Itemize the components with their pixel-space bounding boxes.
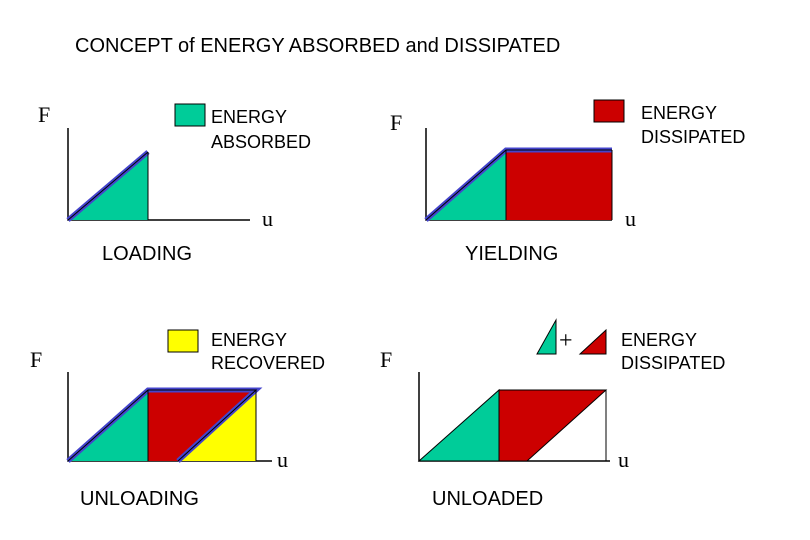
dissipated-area <box>506 150 612 220</box>
panel-caption: YIELDING <box>465 243 558 265</box>
panel-unloading: F u ENERGY RECOVERED UNLOADING <box>30 329 325 510</box>
diagram-title: CONCEPT of ENERGY ABSORBED and DISSIPATE… <box>75 35 560 57</box>
legend-label-line2: RECOVERED <box>211 353 325 373</box>
panel-yielding: F u ENERGY DISSIPATED YIELDING <box>390 99 745 265</box>
force-axis-label: F <box>38 102 50 127</box>
legend-label-line1: ENERGY <box>621 330 697 350</box>
dissipated-area <box>498 389 608 462</box>
displacement-axis-label: u <box>618 447 629 472</box>
force-axis-label: F <box>30 347 42 372</box>
legend-label-line1: ENERGY <box>211 107 287 127</box>
legend-label-line1: ENERGY <box>211 330 287 350</box>
legend-label-line2: DISSIPATED <box>641 127 745 147</box>
panel-loading: F u ENERGY ABSORBED LOADING <box>38 102 311 265</box>
dissipated-area <box>148 390 256 461</box>
legend-swatch-triangle <box>536 318 557 355</box>
force-axis-label: F <box>390 110 402 135</box>
legend-label-line2: ABSORBED <box>211 132 311 152</box>
legend-swatch-recovered <box>167 329 199 353</box>
load-path-outline <box>67 389 258 462</box>
panel-caption: LOADING <box>102 243 192 265</box>
legend-swatch-absorbed <box>174 103 206 127</box>
displacement-axis-label: u <box>262 206 273 231</box>
loading-path-outline <box>67 151 149 221</box>
legend-swatch-parallelogram <box>578 328 607 355</box>
displacement-axis-label: u <box>625 206 636 231</box>
legend-label-line2: DISSIPATED <box>621 353 725 373</box>
panel-caption: UNLOADED <box>432 488 543 510</box>
panel-caption: UNLOADING <box>80 488 199 510</box>
recoverable-area <box>417 388 500 462</box>
force-axis-label: F <box>380 347 392 372</box>
plus-sign: + <box>559 328 573 354</box>
displacement-axis-label: u <box>277 447 288 472</box>
panel-unloaded: F u + ENERGY DISSIPATED UNLOADED <box>380 318 725 510</box>
legend-label-line1: ENERGY <box>641 103 717 123</box>
legend-swatch-dissipated <box>593 99 625 123</box>
